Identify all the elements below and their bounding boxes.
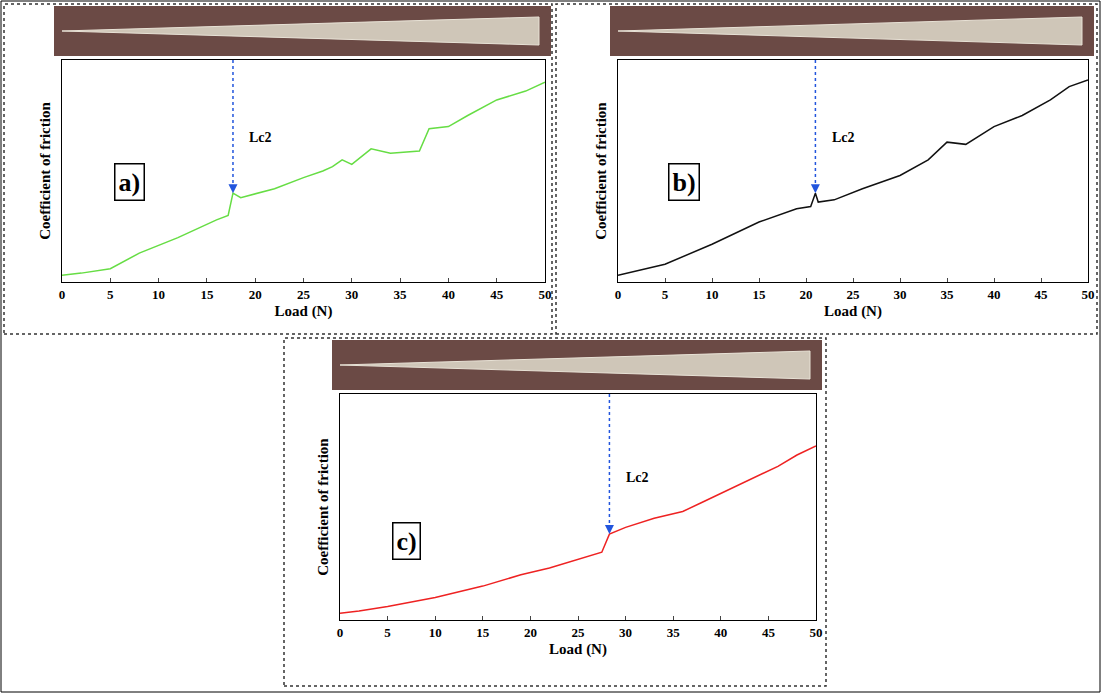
svg-text:5: 5 — [662, 287, 669, 302]
svg-text:45: 45 — [1035, 287, 1049, 302]
svg-text:0: 0 — [59, 287, 66, 302]
svg-text:5: 5 — [107, 287, 114, 302]
svg-text:20: 20 — [800, 287, 813, 302]
svg-text:10: 10 — [706, 287, 719, 302]
svg-text:10: 10 — [429, 625, 442, 640]
svg-text:c): c) — [397, 527, 417, 556]
svg-text:Load (N): Load (N) — [275, 303, 333, 320]
svg-text:40: 40 — [988, 287, 1001, 302]
svg-text:Load (N): Load (N) — [549, 641, 607, 658]
svg-text:20: 20 — [524, 625, 537, 640]
svg-text:35: 35 — [941, 287, 955, 302]
svg-text:Lc2: Lc2 — [832, 130, 855, 145]
svg-text:30: 30 — [345, 287, 358, 302]
svg-text:35: 35 — [394, 287, 408, 302]
svg-text:5: 5 — [384, 625, 391, 640]
svg-text:50: 50 — [539, 287, 552, 302]
svg-text:35: 35 — [667, 625, 681, 640]
svg-text:45: 45 — [762, 625, 776, 640]
svg-text:20: 20 — [249, 287, 262, 302]
svg-text:10: 10 — [152, 287, 165, 302]
svg-text:a): a) — [119, 168, 141, 197]
svg-text:b): b) — [673, 168, 696, 197]
svg-text:30: 30 — [894, 287, 907, 302]
svg-text:Lc2: Lc2 — [626, 470, 649, 485]
svg-text:0: 0 — [615, 287, 622, 302]
svg-text:Load (N): Load (N) — [824, 303, 882, 320]
svg-text:15: 15 — [476, 625, 490, 640]
svg-text:45: 45 — [490, 287, 504, 302]
svg-text:25: 25 — [847, 287, 861, 302]
svg-text:15: 15 — [200, 287, 214, 302]
svg-text:25: 25 — [572, 625, 586, 640]
svg-text:Coefficient of friction: Coefficient of friction — [37, 102, 53, 240]
svg-text:Coefficient of friction: Coefficient of friction — [315, 438, 331, 576]
svg-text:40: 40 — [442, 287, 455, 302]
svg-text:Lc2: Lc2 — [249, 130, 272, 145]
svg-text:50: 50 — [1082, 287, 1095, 302]
svg-text:25: 25 — [297, 287, 311, 302]
svg-text:0: 0 — [337, 625, 344, 640]
svg-text:40: 40 — [714, 625, 727, 640]
svg-text:50: 50 — [810, 625, 823, 640]
svg-text:30: 30 — [619, 625, 632, 640]
svg-text:15: 15 — [753, 287, 767, 302]
svg-text:Coefficient of friction: Coefficient of friction — [593, 102, 609, 240]
